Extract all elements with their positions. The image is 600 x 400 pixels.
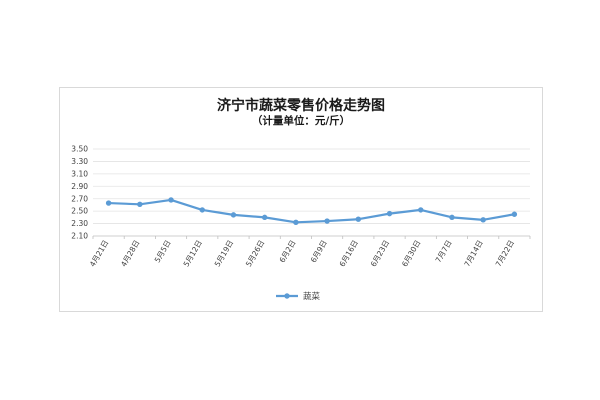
y-tick-label: 2.50	[71, 207, 88, 216]
data-point	[168, 197, 174, 203]
x-tick-label: 4月28日	[119, 239, 141, 269]
y-tick-label: 2.30	[71, 219, 88, 228]
y-tick-label: 3.30	[71, 157, 88, 166]
data-point	[386, 210, 393, 217]
x-tick-label: 6月9日	[309, 239, 329, 265]
data-point	[449, 214, 455, 221]
data-point	[199, 207, 205, 213]
data-point	[137, 201, 143, 208]
chart-frame: 济宁市蔬菜零售价格走势图 （计量单位：元/斤）	[59, 87, 543, 312]
x-tick-label: 6月2日	[278, 239, 298, 265]
chart-subtitle: （计量单位：元/斤）	[251, 115, 351, 127]
x-tick-label: 5月26日	[244, 239, 266, 269]
y-tick-label: 2.10	[71, 232, 88, 241]
x-tick-label: 6月16日	[338, 239, 360, 269]
y-tick-label: 2.90	[71, 182, 88, 191]
y-tick-label: 3.10	[71, 169, 88, 178]
chart-title: 济宁市蔬菜零售价格走势图	[217, 98, 385, 114]
x-tick-label: 7月22日	[494, 239, 516, 269]
x-tick-label: 5月12日	[182, 239, 204, 269]
x-tick-label: 7月7日	[434, 239, 454, 265]
x-tick-label: 6月30日	[400, 239, 422, 269]
data-point	[230, 212, 237, 218]
legend-label: 蔬菜	[303, 291, 321, 302]
data-point	[293, 219, 299, 226]
x-tick-label: 4月21日	[88, 239, 110, 269]
data-point	[480, 217, 486, 223]
data-point	[105, 200, 112, 206]
data-point	[418, 207, 424, 213]
data-point	[324, 218, 330, 224]
x-tick-label: 5月5日	[153, 239, 173, 265]
data-point	[511, 211, 518, 217]
series-line-0	[108, 198, 515, 224]
data-point	[355, 216, 362, 222]
x-tick-label: 5月19日	[213, 239, 235, 269]
y-tick-label: 3.50	[71, 145, 88, 154]
legend-marker	[284, 293, 290, 299]
x-tick-label: 7月14日	[462, 239, 484, 269]
y-tick-label: 2.70	[71, 194, 88, 203]
x-tick-label: 6月23日	[369, 239, 391, 269]
data-point	[261, 214, 268, 221]
